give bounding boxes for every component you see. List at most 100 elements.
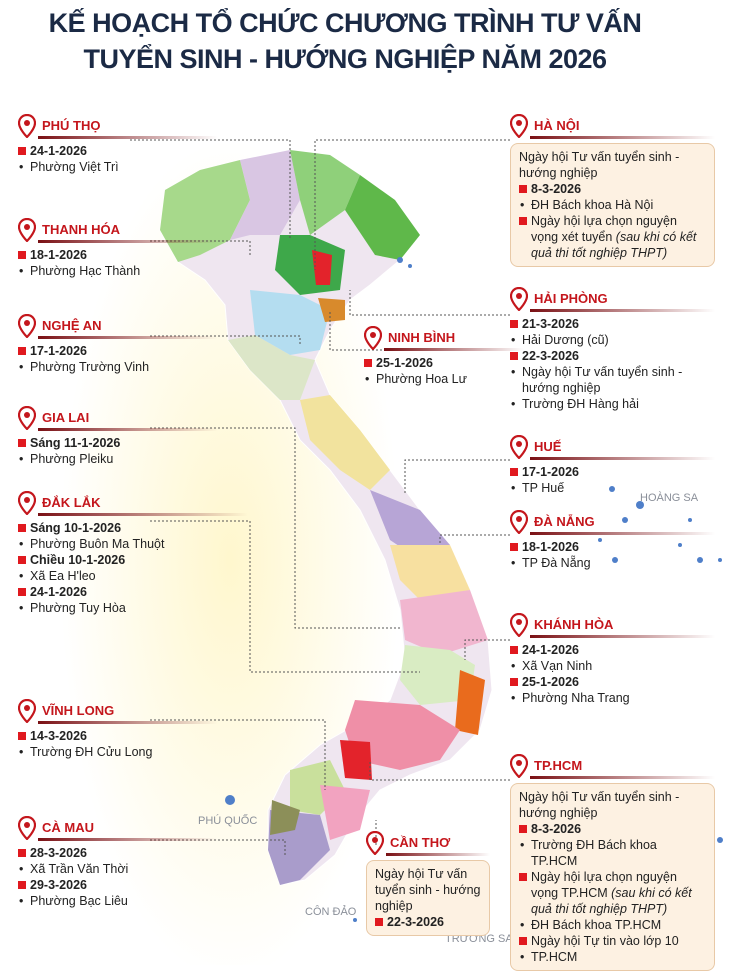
pin-icon <box>17 490 37 516</box>
pin <box>509 612 529 641</box>
event-title: Ngày hội Tư vấn tuyển sinh - hướng nghiệ… <box>519 790 680 820</box>
location-body: Ngày hội Tư vấn tuyển sinh - hướng nghiệ… <box>510 143 715 267</box>
location: ĐẮK LẮK Sáng 10-1-2026Phường Buôn Ma Thuộ… <box>17 490 248 616</box>
location: HUẾ 17-1-2026TP Huế <box>509 434 715 496</box>
location-name: HUẾ <box>534 439 562 454</box>
event-note: (sau khi có kết quả thi tốt nghiệp THPT) <box>531 230 697 260</box>
pin-icon <box>509 612 529 638</box>
location: ĐÀ NẴNG 18-1-2026TP Đà Nẵng <box>509 509 715 571</box>
location-body: 17-1-2026Phường Trường Vinh <box>18 343 218 375</box>
region <box>320 785 370 840</box>
location: TP.HCM Ngày hội Tư vấn tuyển sinh - hướng… <box>509 753 715 971</box>
map-label: TRƯỜNG SA <box>445 933 513 945</box>
date: 18-1-2026 <box>18 247 218 263</box>
pin <box>17 217 37 246</box>
date: 24-1-2026 <box>510 642 715 658</box>
date: 17-1-2026 <box>510 464 715 480</box>
event-title: Ngày hội Tư vấn tuyển sinh - hướng nghiệ… <box>519 150 680 180</box>
event-title: Ngày hội Tư vấn tuyển sinh - hướng nghiệ… <box>375 867 481 913</box>
header-bar <box>530 457 715 460</box>
location-name: HÀ NỘI <box>534 118 580 133</box>
pin-icon <box>509 753 529 779</box>
location-name: ĐÀ NẴNG <box>534 514 595 529</box>
location-name: NGHỆ AN <box>42 318 102 333</box>
header-bar <box>530 309 715 312</box>
location-header: HẢI PHÒNG <box>509 286 715 313</box>
pin <box>509 753 529 782</box>
region <box>250 290 330 355</box>
header-bar <box>38 428 218 431</box>
location: NGHỆ AN 17-1-2026Phường Trường Vinh <box>17 313 218 375</box>
date: 21-3-2026 <box>510 316 715 332</box>
pin-icon <box>17 217 37 243</box>
date: 28-3-2026 <box>18 845 218 861</box>
pin-icon <box>509 286 529 312</box>
event: Ngày hội lựa chọn nguyện vọng xét tuyển … <box>519 213 706 261</box>
pin <box>509 113 529 142</box>
location-body: Ngày hội Tư vấn tuyển sinh - hướng nghiệ… <box>366 860 490 936</box>
location-name: NINH BÌNH <box>388 330 456 345</box>
place: Phường Hạc Thành <box>18 263 218 279</box>
pin <box>509 509 529 538</box>
location-body: 24-1-2026Phường Việt Trì <box>18 143 218 175</box>
pin <box>365 830 385 859</box>
header-bar <box>38 838 218 841</box>
location-body: 17-1-2026TP Huế <box>510 464 715 496</box>
place: Xã Trần Văn Thời <box>18 861 218 877</box>
header-bar <box>530 136 715 139</box>
location-header: CẦN THƠ <box>365 830 490 857</box>
date: 25-1-2026 <box>510 674 715 690</box>
location-header: PHÚ THỌ <box>17 113 218 140</box>
location-body: 18-1-2026Phường Hạc Thành <box>18 247 218 279</box>
place: Phường Buôn Ma Thuột <box>18 536 248 552</box>
location-header: ĐÀ NẴNG <box>509 509 715 536</box>
date: 24-1-2026 <box>18 143 218 159</box>
region <box>300 395 390 490</box>
region <box>345 175 420 260</box>
region <box>345 700 460 770</box>
leader-lines <box>130 139 510 855</box>
date: 18-1-2026 <box>510 539 715 555</box>
pin-icon <box>365 830 385 856</box>
region <box>400 645 475 705</box>
date: 22-3-2026 <box>375 914 481 930</box>
location-body: Sáng 11-1-2026Phường Pleiku <box>18 435 218 467</box>
title-line: TUYỂN SINH - HƯỚNG NGHIỆP NĂM 2026 <box>83 44 607 74</box>
pin <box>17 313 37 342</box>
header-bar <box>530 532 715 535</box>
location-header: HÀ NỘI <box>509 113 715 140</box>
place: ĐH Bách khoa TP.HCM <box>519 917 706 933</box>
date: 17-1-2026 <box>18 343 218 359</box>
header-bar <box>38 240 218 243</box>
pin-icon <box>17 815 37 841</box>
location: THANH HÓA 18-1-2026Phường Hạc Thành <box>17 217 218 279</box>
event-name: Ngày hội lựa chọn nguyện vọng xét tuyển <box>531 214 677 244</box>
location-header: TP.HCM <box>509 753 715 780</box>
place: Trường ĐH Bách khoa TP.HCM <box>519 837 706 869</box>
pin-icon <box>17 405 37 431</box>
event-name: Ngày hội lựa chọn nguyện vọng TP.HCM <box>531 870 677 900</box>
header-bar <box>384 348 524 351</box>
location-body: 14-3-2026Trường ĐH Cửu Long <box>18 728 218 760</box>
location-body: 28-3-2026Xã Trần Văn Thời29-3-2026Phường… <box>18 845 218 909</box>
header-bar <box>530 776 715 779</box>
header-bar <box>38 136 218 139</box>
place: Xã Ea H'leo <box>18 568 248 584</box>
pin-icon <box>17 698 37 724</box>
region <box>270 800 300 835</box>
region <box>318 298 345 322</box>
region <box>228 335 315 400</box>
date: 29-3-2026 <box>18 877 218 893</box>
location-header: KHÁNH HÒA <box>509 612 715 639</box>
place: Trường ĐH Cửu Long <box>18 744 218 760</box>
pin-icon <box>509 113 529 139</box>
region <box>160 160 250 262</box>
region <box>312 250 332 285</box>
location-name: PHÚ THỌ <box>42 118 101 133</box>
region <box>230 150 300 240</box>
location: CÀ MAU 28-3-2026Xã Trần Văn Thời29-3-2026… <box>17 815 218 909</box>
date: 14-3-2026 <box>18 728 218 744</box>
location-header: HUẾ <box>509 434 715 461</box>
location-body: Sáng 10-1-2026Phường Buôn Ma ThuộtChiều … <box>18 520 248 616</box>
location-name: ĐẮK LẮK <box>42 495 101 510</box>
